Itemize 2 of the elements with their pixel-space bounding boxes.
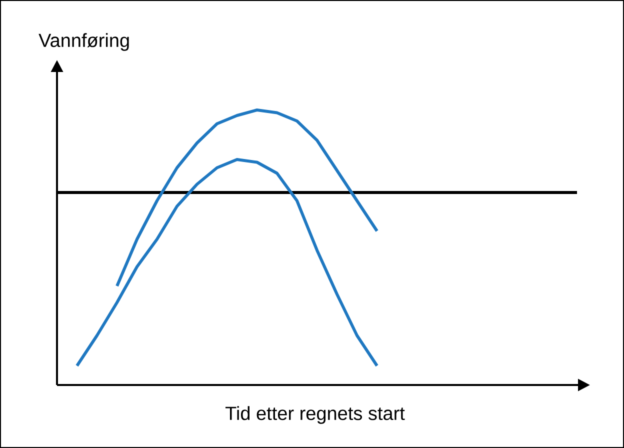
x-axis-title: Tid etter regnets start	[225, 406, 405, 424]
y-axis-title: Vannføring	[38, 33, 129, 51]
